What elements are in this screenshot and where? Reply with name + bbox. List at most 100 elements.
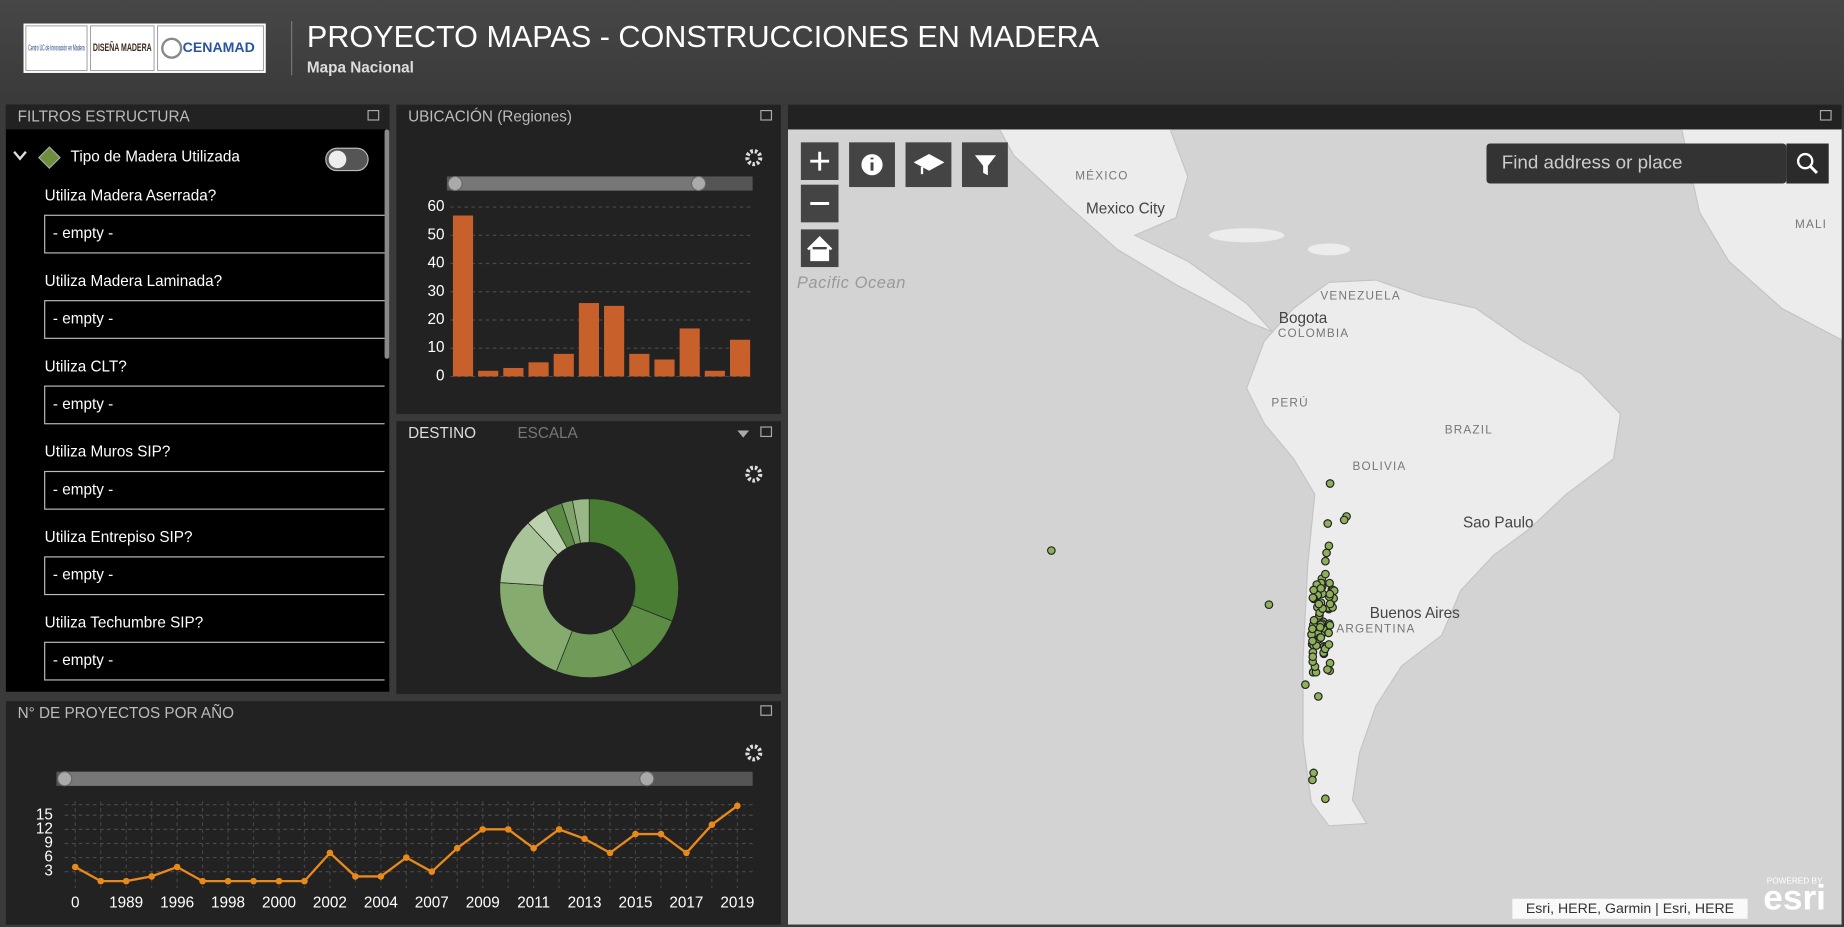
slider-handle[interactable] bbox=[57, 771, 73, 787]
maximize-button[interactable] bbox=[760, 109, 773, 121]
bar[interactable] bbox=[452, 215, 474, 377]
bar[interactable] bbox=[553, 353, 574, 377]
project-marker[interactable] bbox=[1325, 620, 1335, 630]
project-marker[interactable] bbox=[1315, 622, 1325, 632]
point[interactable] bbox=[657, 830, 665, 838]
bar[interactable] bbox=[478, 370, 499, 377]
point[interactable] bbox=[632, 830, 639, 838]
project-marker[interactable] bbox=[1324, 541, 1334, 551]
project-marker[interactable] bbox=[1323, 665, 1332, 674]
point[interactable] bbox=[275, 877, 283, 885]
project-marker[interactable] bbox=[1301, 680, 1310, 690]
project-marker[interactable] bbox=[1308, 652, 1318, 662]
project-marker[interactable] bbox=[1324, 640, 1334, 649]
project-marker[interactable] bbox=[1339, 515, 1349, 525]
project-marker[interactable] bbox=[1047, 546, 1056, 555]
point[interactable] bbox=[504, 826, 512, 833]
settings-button[interactable] bbox=[745, 465, 763, 483]
project-marker[interactable] bbox=[1324, 628, 1334, 638]
point[interactable] bbox=[224, 877, 232, 885]
bar[interactable] bbox=[629, 353, 650, 377]
bar[interactable] bbox=[679, 328, 700, 377]
project-marker[interactable] bbox=[1309, 585, 1319, 595]
bar[interactable] bbox=[704, 370, 725, 377]
tab[interactable]: ESCALA bbox=[517, 425, 578, 442]
point[interactable] bbox=[683, 849, 690, 857]
search-button[interactable] bbox=[1786, 143, 1829, 184]
point[interactable] bbox=[708, 821, 716, 828]
point[interactable] bbox=[734, 802, 741, 810]
bar[interactable] bbox=[528, 362, 549, 377]
project-marker[interactable] bbox=[1325, 589, 1335, 599]
field-input[interactable] bbox=[44, 470, 398, 510]
point[interactable] bbox=[555, 826, 563, 833]
search-box[interactable] bbox=[1486, 143, 1787, 184]
map[interactable]: MÉXICO Mexico City Pacific Ocean VENEZUELA B… bbox=[787, 129, 1844, 925]
project-marker[interactable] bbox=[1264, 600, 1274, 610]
maximize-button[interactable] bbox=[367, 109, 380, 121]
project-marker[interactable] bbox=[1325, 599, 1335, 609]
y-tick-label: 0 bbox=[436, 367, 444, 384]
tab[interactable]: DESTINO bbox=[408, 425, 476, 442]
point[interactable] bbox=[377, 873, 385, 880]
bar[interactable] bbox=[578, 303, 600, 377]
point[interactable] bbox=[428, 868, 436, 876]
home-button[interactable] bbox=[800, 229, 839, 268]
slider-handle[interactable] bbox=[447, 175, 463, 192]
field-input[interactable] bbox=[44, 300, 398, 339]
project-marker[interactable] bbox=[1308, 593, 1318, 603]
dropdown-arrow[interactable] bbox=[737, 430, 750, 438]
maximize-button[interactable] bbox=[1819, 109, 1832, 121]
project-marker[interactable] bbox=[1325, 578, 1334, 588]
project-marker[interactable] bbox=[1325, 479, 1335, 488]
point[interactable] bbox=[173, 863, 181, 871]
bar[interactable] bbox=[654, 359, 675, 377]
point[interactable] bbox=[148, 873, 155, 880]
field-input[interactable] bbox=[44, 556, 398, 596]
bar[interactable] bbox=[503, 367, 524, 377]
project-marker[interactable] bbox=[1308, 775, 1317, 785]
project-marker[interactable] bbox=[1308, 636, 1317, 646]
project-marker[interactable] bbox=[1309, 615, 1319, 625]
project-marker[interactable] bbox=[1321, 794, 1330, 804]
project-marker[interactable] bbox=[1323, 519, 1333, 528]
project-marker[interactable] bbox=[1322, 548, 1331, 558]
project-marker[interactable] bbox=[1314, 599, 1324, 609]
point[interactable] bbox=[403, 854, 410, 861]
field-input[interactable] bbox=[44, 385, 398, 425]
slider-handle[interactable] bbox=[639, 771, 655, 787]
point[interactable] bbox=[97, 877, 105, 885]
point[interactable] bbox=[479, 826, 487, 833]
chevron[interactable] bbox=[13, 151, 27, 161]
settings-button[interactable] bbox=[745, 744, 763, 762]
point[interactable] bbox=[122, 877, 130, 885]
point[interactable] bbox=[352, 873, 359, 880]
point[interactable] bbox=[581, 835, 588, 843]
settings-button[interactable] bbox=[745, 149, 763, 167]
bar[interactable] bbox=[729, 339, 751, 377]
pie-slice[interactable] bbox=[588, 498, 679, 622]
pie-slice[interactable] bbox=[572, 498, 590, 544]
scrollbar[interactable] bbox=[384, 129, 390, 359]
point[interactable] bbox=[250, 877, 257, 885]
project-marker[interactable] bbox=[1316, 583, 1326, 593]
project-marker[interactable] bbox=[1321, 556, 1330, 566]
slider-handle[interactable] bbox=[690, 175, 707, 192]
bar[interactable] bbox=[604, 305, 625, 377]
project-marker[interactable] bbox=[1313, 692, 1323, 701]
project-marker[interactable] bbox=[1308, 624, 1317, 634]
point[interactable] bbox=[326, 849, 334, 857]
field-input[interactable] bbox=[44, 641, 398, 681]
point[interactable] bbox=[301, 877, 308, 885]
maximize-button[interactable] bbox=[760, 705, 773, 716]
maximize-button[interactable] bbox=[760, 426, 773, 438]
project-marker[interactable] bbox=[1309, 768, 1318, 778]
point[interactable] bbox=[453, 844, 461, 852]
field-input[interactable] bbox=[44, 214, 398, 254]
project-marker[interactable] bbox=[1316, 633, 1326, 642]
point[interactable] bbox=[199, 877, 206, 885]
project-marker[interactable] bbox=[1321, 569, 1330, 579]
point[interactable] bbox=[606, 849, 614, 857]
point[interactable] bbox=[530, 844, 537, 852]
point[interactable] bbox=[71, 863, 79, 871]
